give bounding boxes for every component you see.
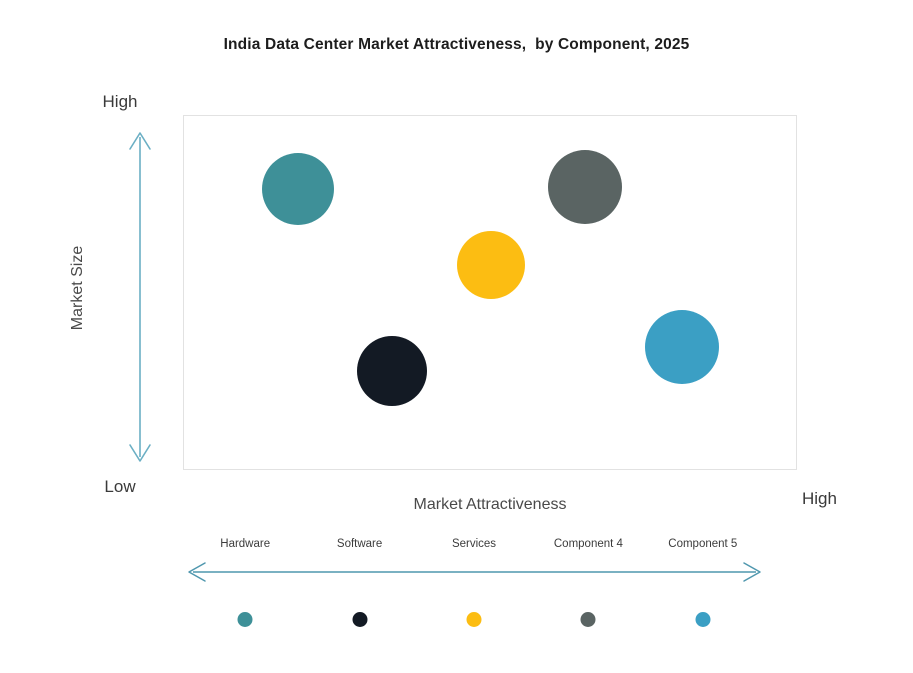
legend-label-hardware[interactable]: Hardware <box>220 538 271 550</box>
y-axis-arrow-icon <box>129 132 151 462</box>
legend-swatches <box>188 610 760 630</box>
chart-title: India Data Center Market Attractiveness,… <box>223 36 690 53</box>
legend-label-component-4[interactable]: Component 4 <box>553 538 623 550</box>
bubble-software <box>357 335 428 406</box>
bubble-hardware <box>261 152 334 225</box>
bubble-services <box>457 231 526 300</box>
legend-label-software[interactable]: Software <box>336 538 383 550</box>
y-axis-high-label: High <box>102 92 138 111</box>
legend-swatch-component-5[interactable] <box>695 612 711 627</box>
legend-swatch-software[interactable] <box>352 612 368 627</box>
x-axis-high-label: High <box>802 489 837 508</box>
y-axis-low-label: Low <box>104 477 136 496</box>
legend-label-services[interactable]: Services <box>451 538 497 550</box>
legend-swatch-hardware[interactable] <box>237 612 253 627</box>
legend-swatch-services[interactable] <box>466 612 482 627</box>
legend-label-component-5[interactable]: Component 5 <box>668 538 738 550</box>
plot-area <box>183 115 797 470</box>
legend-arrow-icon <box>188 562 761 582</box>
bubble-component-4 <box>547 149 622 224</box>
y-axis-title: Market Size <box>69 245 86 331</box>
legend-swatch-component-4[interactable] <box>580 612 596 627</box>
x-axis-title: Market Attractiveness <box>413 496 567 513</box>
legend-labels: Hardware Software Services Component 4 Compo… <box>188 538 760 556</box>
bubble-component-5 <box>645 309 720 384</box>
